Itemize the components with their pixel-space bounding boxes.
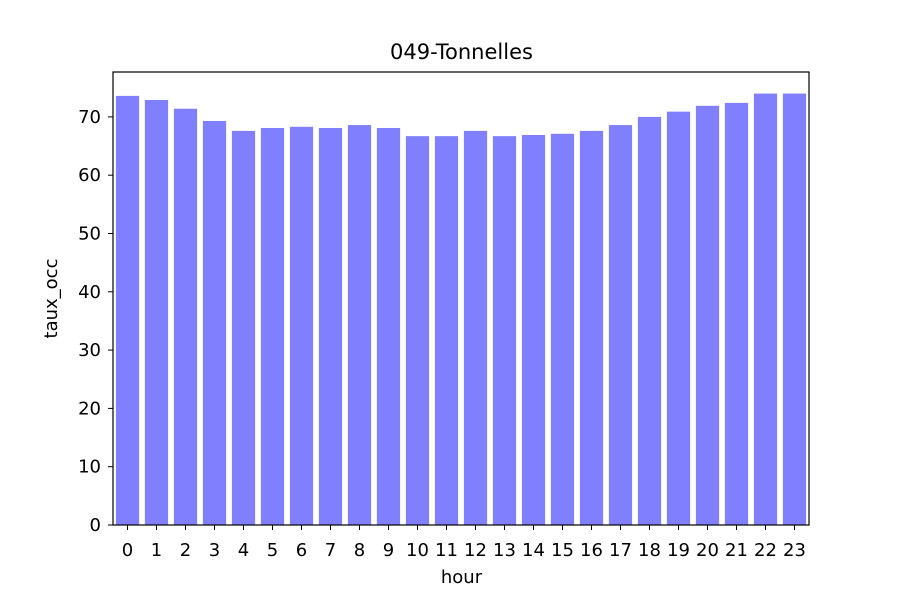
bar-hour-12 (463, 130, 488, 525)
bar-hour-5 (260, 127, 285, 525)
y-tick-label: 40 (78, 282, 101, 303)
x-axis: 0 1 2 3 4 5 6 7 8 9 10 11 12 13 14 15 16 17 18 19 20 21 22 23 (122, 525, 806, 561)
x-tick-label: 6 (296, 540, 307, 561)
x-tick-label: 7 (325, 540, 336, 561)
x-tick-label: 14 (522, 540, 545, 561)
bar-hour-21 (724, 102, 749, 526)
bar-hour-23 (782, 93, 807, 525)
bar-hour-14 (521, 134, 546, 525)
bar-hour-9 (376, 127, 401, 525)
y-tick-label: 0 (90, 515, 101, 536)
bar-hour-0 (115, 95, 140, 526)
bar-hour-7 (318, 127, 343, 525)
plot-frame (112, 71, 810, 526)
x-tick-label: 1 (151, 540, 162, 561)
x-tick-label: 19 (667, 540, 690, 561)
bar-hour-11 (434, 136, 459, 525)
x-tick-label: 13 (493, 540, 516, 561)
y-tick-label: 70 (78, 107, 101, 128)
bar-hour-8 (347, 125, 372, 526)
chart-title: 049-Tonnelles (390, 40, 533, 64)
y-axis-label: taux_occ (41, 259, 62, 339)
bars-group (115, 93, 807, 526)
x-tick-label: 11 (435, 540, 458, 561)
bar-hour-20 (695, 105, 720, 525)
x-tick-label: 3 (209, 540, 220, 561)
bar-hour-1 (144, 99, 169, 525)
bar-hour-17 (608, 125, 633, 526)
bar-hour-15 (550, 133, 575, 526)
y-tick-label: 60 (78, 165, 101, 186)
bar-hour-19 (666, 111, 691, 525)
bar-hour-3 (202, 120, 227, 525)
bar-hour-13 (492, 136, 517, 525)
x-tick-label: 0 (122, 540, 133, 561)
bar-hour-16 (579, 130, 604, 525)
x-tick-label: 8 (354, 540, 365, 561)
y-tick-label: 20 (78, 398, 101, 419)
x-tick-label: 12 (464, 540, 487, 561)
x-tick-label: 18 (638, 540, 661, 561)
x-axis-label: hour (441, 567, 483, 588)
bar-hour-10 (405, 136, 430, 525)
x-tick-label: 17 (609, 540, 632, 561)
x-tick-label: 20 (696, 540, 719, 561)
y-tick-label: 50 (78, 223, 101, 244)
x-tick-label: 21 (725, 540, 748, 561)
x-tick-label: 2 (180, 540, 191, 561)
x-tick-label: 9 (383, 540, 394, 561)
x-tick-label: 4 (238, 540, 249, 561)
x-tick-label: 23 (783, 540, 806, 561)
y-tick-label: 10 (78, 457, 101, 478)
bar-hour-2 (173, 108, 198, 525)
x-tick-label: 16 (580, 540, 603, 561)
x-tick-label: 5 (267, 540, 278, 561)
y-tick-label: 30 (78, 340, 101, 361)
bar-hour-4 (231, 130, 256, 525)
x-tick-label: 10 (406, 540, 429, 561)
x-tick-label: 15 (551, 540, 574, 561)
y-axis: 0 10 20 30 40 50 60 70 (78, 107, 113, 536)
bar-hour-22 (753, 93, 778, 525)
bar-hour-18 (637, 116, 662, 525)
bar-hour-6 (289, 126, 314, 526)
x-tick-label: 22 (754, 540, 777, 561)
